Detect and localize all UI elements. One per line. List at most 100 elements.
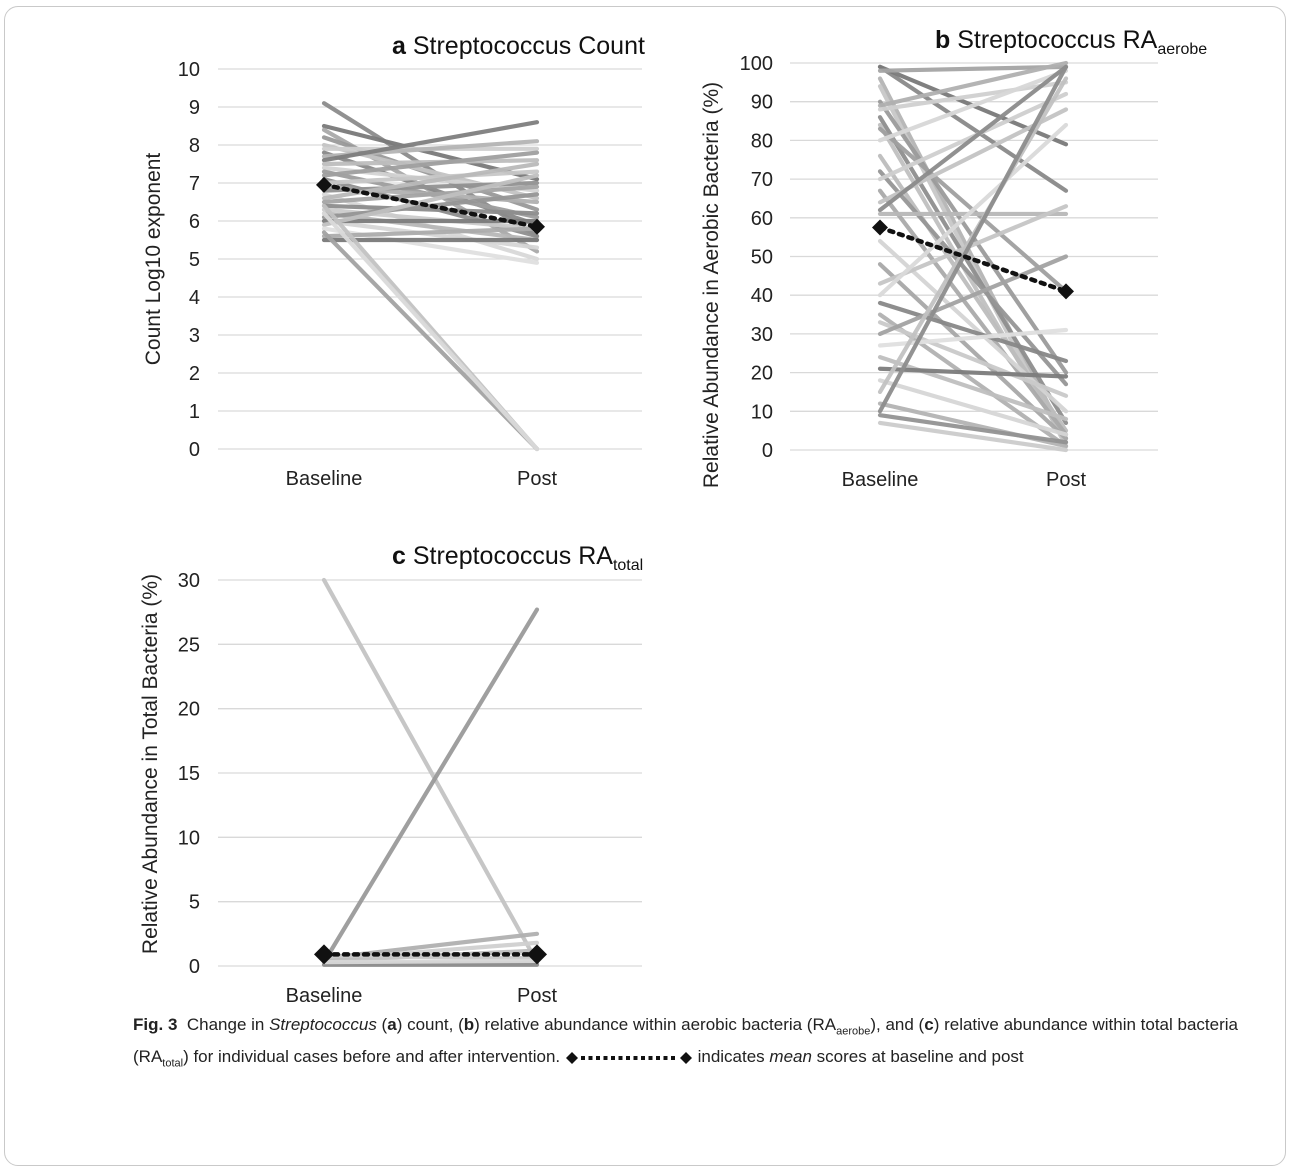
- caption-subscript: aerobe: [836, 1025, 871, 1038]
- caption-text: Change in: [186, 1015, 270, 1034]
- series-line: [877, 366, 1069, 379]
- caption-text: ) relative abundance within total bacter…: [133, 1015, 1238, 1067]
- series-line: [321, 169, 540, 186]
- y-tick-label: 20: [751, 363, 773, 385]
- y-tick-label: 4: [189, 287, 200, 309]
- series-line: [877, 64, 1069, 213]
- y-tick-label: 5: [189, 892, 200, 914]
- caption-panel-b: b: [463, 1015, 475, 1034]
- panel-letter: c: [392, 542, 413, 570]
- mean-marker: [316, 176, 332, 193]
- figure-canvas: 0 1 2 3 4 5 6 7 8 9 10 Baseline Post Count Log10 expo…: [139, 26, 1207, 1007]
- y-tick-label: 80: [751, 130, 773, 152]
- y-tick-label: 70: [751, 169, 773, 191]
- y-tick-label: 40: [751, 285, 773, 307]
- panel-letter: b: [935, 26, 957, 54]
- y-tick-label: 0: [762, 440, 773, 462]
- y-tick-label: 25: [178, 634, 200, 656]
- caption-text: scores at baseline and post: [811, 1047, 1024, 1067]
- title-text: Streptococcus RA: [957, 26, 1157, 54]
- y-tick-label: 100: [740, 53, 773, 75]
- mean-legend-key: [565, 1051, 692, 1064]
- series-line: [321, 211, 540, 452]
- series-line: [877, 122, 1069, 445]
- y-tick-label: 50: [751, 247, 773, 269]
- series-line: [877, 204, 1069, 286]
- caption-text: ), and (: [870, 1015, 925, 1034]
- series-line: [321, 173, 540, 227]
- y-tick-label: 5: [189, 249, 200, 271]
- series-line: [877, 64, 1069, 193]
- series-line: [321, 958, 540, 965]
- y-tick-label: 3: [189, 325, 200, 347]
- chart-panel-a: 0 1 2 3 4 5 6 7 8 9 10 Baseline Post Count Log10 expo…: [142, 32, 645, 490]
- y-tick-label: 2: [189, 363, 200, 385]
- mean-line: [877, 225, 1069, 294]
- x-tick-label: Baseline: [842, 469, 919, 491]
- y-tick-label: 20: [178, 699, 200, 721]
- series-line: [877, 115, 1069, 426]
- series-line: [321, 203, 540, 216]
- y-tick-label: 15: [178, 763, 200, 785]
- series-line: [877, 64, 1069, 414]
- series-line: [877, 169, 1069, 387]
- mean-marker: [314, 944, 334, 965]
- y-tick-label: 10: [178, 59, 200, 81]
- series-line: [321, 184, 540, 205]
- x-tick-label: Post: [517, 468, 557, 490]
- y-tick-label: 10: [178, 827, 200, 849]
- y-tick-label: 6: [189, 211, 200, 233]
- y-tick-label: 30: [178, 570, 200, 592]
- caption-text: (: [376, 1015, 388, 1034]
- y-tick-label: 30: [751, 324, 773, 346]
- caption-text: ) count, (: [396, 1015, 464, 1034]
- series-line: [877, 64, 1069, 73]
- x-tick-label: Post: [517, 985, 557, 1007]
- series-line: [321, 953, 540, 961]
- series-line: [877, 300, 1069, 364]
- chart-panel-c: 0 5 10 15 20 25 30 Baseline Post Relative Abundan…: [139, 542, 643, 1007]
- title-subscript: total: [613, 557, 643, 574]
- mean-line: [321, 182, 540, 229]
- caption-panel-c: c: [924, 1015, 934, 1034]
- chart-title: b Streptococcus RAaerobe: [935, 26, 1207, 58]
- x-tick-label: Baseline: [286, 985, 363, 1007]
- title-text: Streptococcus RA: [413, 542, 613, 570]
- caption-italic-genus: Streptococcus: [269, 1015, 377, 1034]
- y-tick-label: 7: [189, 173, 200, 195]
- y-tick-label: 8: [189, 135, 200, 157]
- y-axis-label: Relative Abundance in Total Bacteria (%): [139, 574, 162, 954]
- series-line: [321, 577, 540, 965]
- series-line: [321, 230, 540, 452]
- y-tick-label: 60: [751, 208, 773, 230]
- y-axis-label: Relative Abundance in Aerobic Bacteria (…: [700, 82, 723, 488]
- y-tick-label: 90: [751, 92, 773, 114]
- series-line: [321, 226, 540, 239]
- series-line: [321, 161, 540, 201]
- series-line: [321, 150, 540, 178]
- chart-title: c Streptococcus RAtotal: [392, 542, 643, 574]
- series-line: [321, 607, 540, 965]
- y-tick-label: 10: [751, 401, 773, 423]
- series-line: [321, 120, 540, 163]
- caption-text: ) relative abundance within aerobic bact…: [474, 1015, 837, 1034]
- y-tick-label: 9: [189, 97, 200, 119]
- caption-subscript: total: [162, 1057, 184, 1070]
- panel-letter: a: [392, 32, 413, 60]
- caption-italic-mean: mean: [769, 1047, 812, 1067]
- mean-marker: [872, 219, 888, 236]
- caption-panel-a: a: [387, 1015, 397, 1034]
- series-line: [877, 60, 1069, 108]
- y-tick-label: 1: [189, 401, 200, 423]
- x-tick-label: Post: [1046, 469, 1086, 491]
- y-tick-label: 0: [189, 439, 200, 461]
- y-axis-label: Count Log10 exponent: [142, 153, 165, 366]
- chart-panel-b: 0 10 20 30 40 50 60 70 80 90 100 Baseline Post Relati…: [700, 26, 1207, 491]
- series-line: [877, 378, 1069, 437]
- x-tick-label: Baseline: [286, 468, 363, 490]
- mean-marker: [529, 218, 545, 235]
- caption-fig-label: Fig. 3: [133, 1015, 178, 1034]
- series-line: [877, 413, 1069, 445]
- figure-caption: Fig. 3 Change in Streptococcus (a) count…: [133, 1012, 1273, 1077]
- mean-marker: [1058, 283, 1074, 300]
